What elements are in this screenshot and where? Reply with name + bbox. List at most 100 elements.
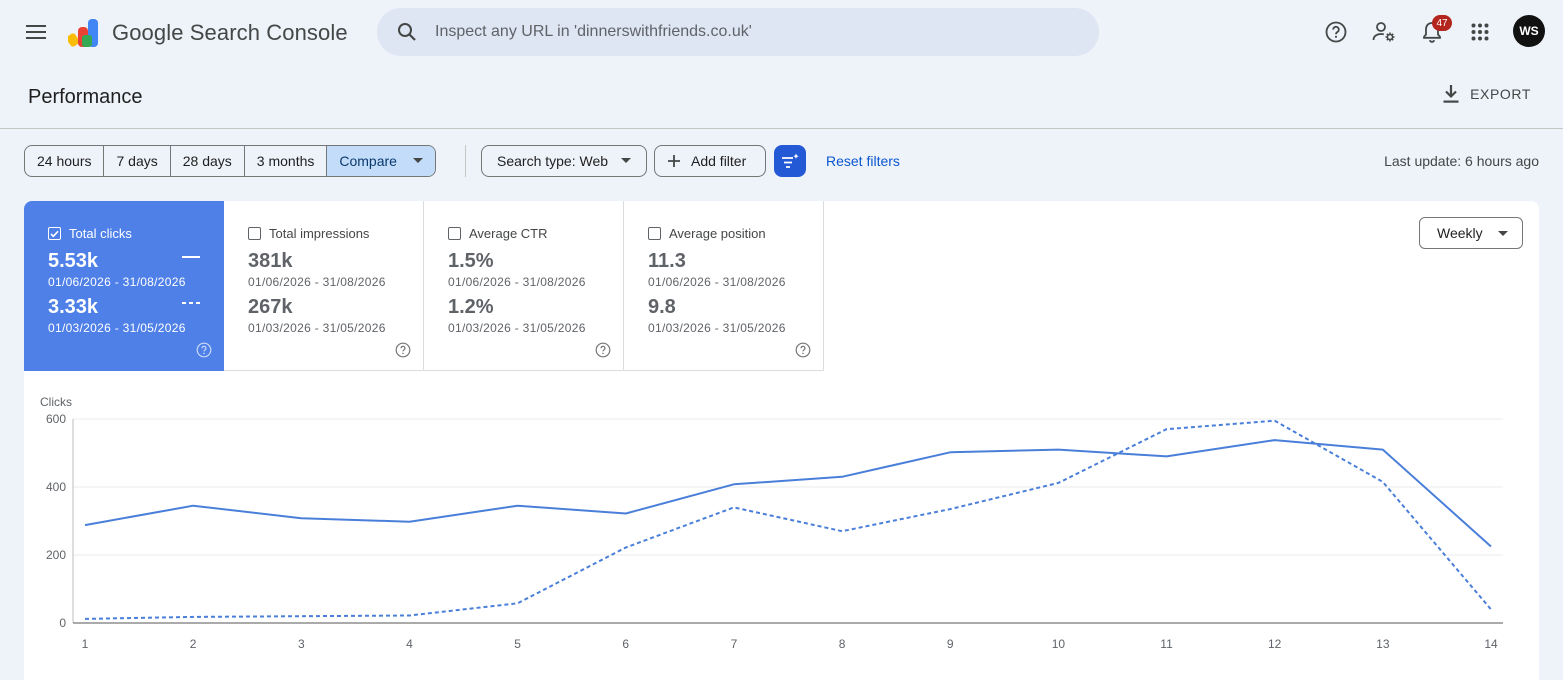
x-tick-label: 5 xyxy=(514,637,521,651)
reset-filters-link[interactable]: Reset filters xyxy=(826,153,900,169)
x-tick-label: 12 xyxy=(1268,637,1282,651)
search-console-logo[interactable]: Google Search Console xyxy=(68,16,348,50)
export-label: EXPORT xyxy=(1470,86,1531,102)
metric-value-previous: 1.2% xyxy=(448,296,494,318)
metric-range-previous: 01/03/2026 - 31/05/2026 xyxy=(448,321,586,335)
help-circle-icon[interactable] xyxy=(196,342,212,358)
add-filter-button[interactable]: Add filter xyxy=(654,145,766,177)
series-line-current-period xyxy=(84,439,1492,548)
x-tick-label: 10 xyxy=(1052,637,1066,651)
add-filter-label: Add filter xyxy=(691,153,747,169)
metric-total-clicks[interactable]: Total clicks 5.53k 01/06/2026 - 31/08/20… xyxy=(24,201,224,371)
x-tick-label: 6 xyxy=(622,637,629,651)
checkbox-unchecked-icon[interactable] xyxy=(448,227,461,240)
metric-label: Total impressions xyxy=(269,226,370,241)
apps-grid-icon[interactable] xyxy=(1460,12,1500,52)
help-icon[interactable] xyxy=(1316,12,1356,52)
checkbox-unchecked-icon[interactable] xyxy=(248,227,261,240)
caret-down-icon xyxy=(412,158,423,163)
search-type-dropdown[interactable]: Search type: Web xyxy=(481,145,647,177)
main-menu-icon[interactable] xyxy=(20,16,52,48)
notifications-bell-icon[interactable]: 47 xyxy=(1412,12,1452,52)
x-tick-label: 13 xyxy=(1376,637,1390,651)
metric-value-current: 381k xyxy=(248,250,293,272)
compare-label: Compare xyxy=(339,153,397,169)
y-tick-label: 400 xyxy=(46,480,66,494)
metric-label: Total clicks xyxy=(69,226,132,241)
metric-value-current: 11.3 xyxy=(648,250,686,272)
x-tick-label: 4 xyxy=(406,637,413,651)
plus-icon xyxy=(668,155,680,167)
page-title: Performance xyxy=(28,86,143,108)
caret-down-icon xyxy=(1498,231,1508,236)
help-circle-icon[interactable] xyxy=(395,342,411,358)
x-tick-label: 3 xyxy=(298,637,305,651)
metric-range-previous: 01/03/2026 - 31/05/2026 xyxy=(648,321,786,335)
account-avatar[interactable]: WS xyxy=(1513,15,1545,47)
search-console-logo-icon xyxy=(68,19,98,47)
metric-value-current: 1.5% xyxy=(448,250,494,272)
export-button[interactable]: EXPORT xyxy=(1442,84,1531,104)
date-range-24-hours[interactable]: 24 hours xyxy=(25,146,105,176)
x-tick-label: 11 xyxy=(1160,637,1173,651)
metric-value-current: 5.53k xyxy=(48,250,99,272)
search-type-label: Search type: Web xyxy=(497,153,609,169)
metric-label: Average position xyxy=(669,226,766,241)
x-tick-label: 1 xyxy=(82,637,89,651)
x-tick-label: 8 xyxy=(839,637,846,651)
help-circle-icon[interactable] xyxy=(595,342,611,358)
metric-value-previous: 267k xyxy=(248,296,293,318)
metric-header: Total impressions xyxy=(248,226,369,241)
metric-total-impressions[interactable]: Total impressions 381k 01/06/2026 - 31/0… xyxy=(224,201,424,371)
caret-down-icon xyxy=(621,158,632,163)
granularity-label: Weekly xyxy=(1437,225,1483,241)
metric-header: Average CTR xyxy=(448,226,548,241)
legend-solid-line-icon xyxy=(182,256,200,258)
y-axis-label: Clicks xyxy=(40,395,72,409)
download-icon xyxy=(1443,85,1459,103)
notification-count-badge: 47 xyxy=(1432,15,1452,31)
filter-sparkle-icon xyxy=(782,153,799,168)
metric-range-current: 01/06/2026 - 31/08/2026 xyxy=(648,275,786,289)
checkbox-unchecked-icon[interactable] xyxy=(648,227,661,240)
app-name: Google Search Console xyxy=(112,20,348,45)
header-divider xyxy=(0,128,1563,129)
search-icon xyxy=(395,20,419,44)
legend-dashed-line-icon xyxy=(182,302,200,304)
x-tick-label: 2 xyxy=(190,637,197,651)
metric-range-current: 01/06/2026 - 31/08/2026 xyxy=(448,275,586,289)
metric-average-ctr[interactable]: Average CTR 1.5% 01/06/2026 - 31/08/2026… xyxy=(424,201,624,371)
performance-card: Total clicks 5.53k 01/06/2026 - 31/08/20… xyxy=(24,201,1539,680)
date-range-7-days[interactable]: 7 days xyxy=(104,146,171,176)
date-range-3-months[interactable]: 3 months xyxy=(245,146,328,176)
metric-header: Total clicks xyxy=(48,226,132,241)
y-tick-label: 0 xyxy=(59,616,66,630)
filter-settings-button[interactable] xyxy=(774,145,806,177)
x-tick-label: 9 xyxy=(947,637,954,651)
date-range-28-days[interactable]: 28 days xyxy=(171,146,245,176)
manage-users-icon[interactable] xyxy=(1364,12,1404,52)
metric-range-current: 01/06/2026 - 31/08/2026 xyxy=(48,275,186,289)
checkbox-checked-icon[interactable] xyxy=(48,227,61,240)
help-circle-icon[interactable] xyxy=(795,342,811,358)
metric-value-previous: 3.33k xyxy=(48,296,99,318)
x-tick-label: 14 xyxy=(1484,637,1498,651)
y-tick-label: 600 xyxy=(46,412,66,426)
search-input[interactable] xyxy=(435,23,1035,41)
metric-average-position[interactable]: Average position 11.3 01/06/2026 - 31/08… xyxy=(624,201,824,371)
metric-header: Average position xyxy=(648,226,766,241)
granularity-dropdown[interactable]: Weekly xyxy=(1419,217,1523,249)
filter-separator xyxy=(465,145,466,177)
compare-dropdown[interactable]: Compare xyxy=(327,146,435,176)
date-range-selector: 24 hours 7 days 28 days 3 months Compare xyxy=(24,145,436,177)
metric-range-current: 01/06/2026 - 31/08/2026 xyxy=(248,275,386,289)
y-tick-label: 200 xyxy=(46,548,66,562)
top-app-bar: Google Search Console 47 WS xyxy=(0,0,1563,64)
metric-range-previous: 01/03/2026 - 31/05/2026 xyxy=(248,321,386,335)
x-tick-label: 7 xyxy=(731,637,738,651)
last-update-text: Last update: 6 hours ago xyxy=(1384,153,1539,169)
url-inspection-search[interactable] xyxy=(377,8,1099,56)
series-line-previous-period xyxy=(84,419,1492,620)
metric-range-previous: 01/03/2026 - 31/05/2026 xyxy=(48,321,186,335)
